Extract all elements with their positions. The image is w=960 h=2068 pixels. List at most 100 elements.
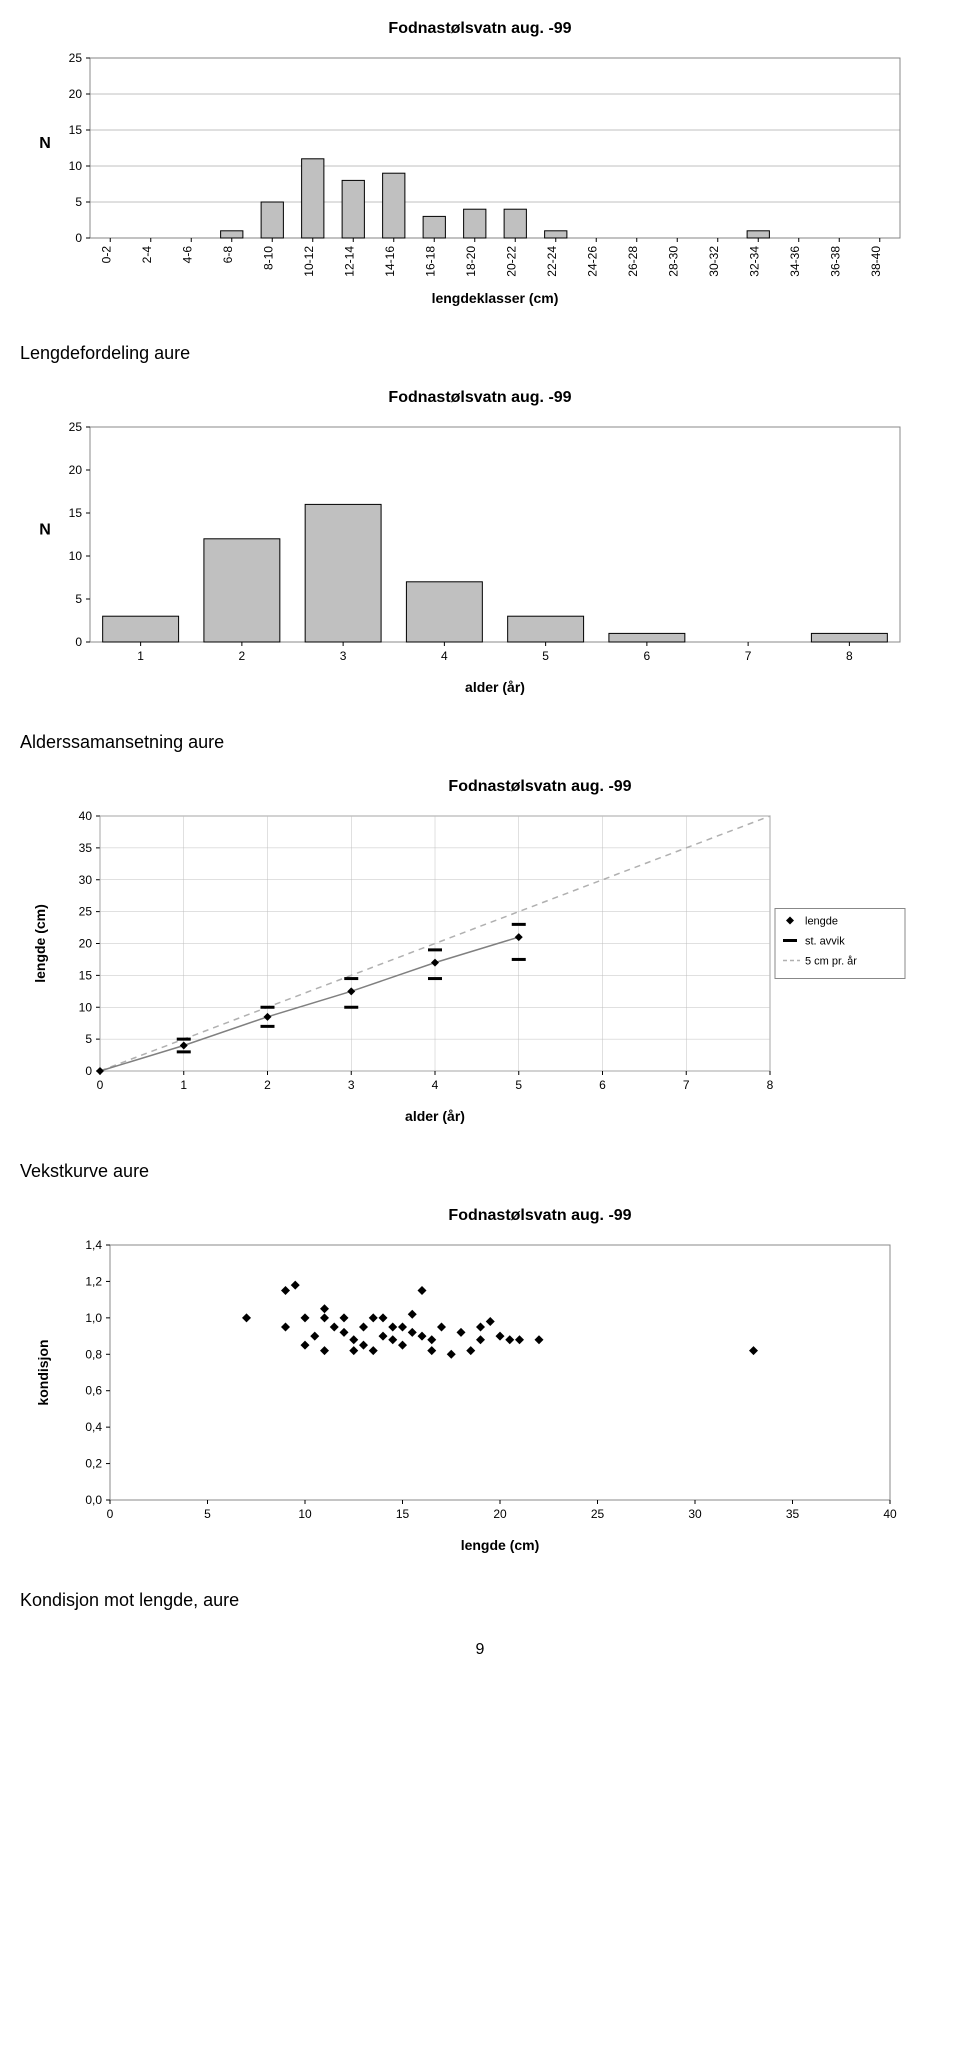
- svg-text:14-16: 14-16: [383, 246, 397, 277]
- svg-text:7: 7: [683, 1078, 690, 1092]
- svg-text:20: 20: [69, 463, 83, 477]
- svg-text:10-12: 10-12: [302, 246, 316, 277]
- svg-text:0,6: 0,6: [85, 1384, 102, 1398]
- svg-text:6-8: 6-8: [221, 246, 235, 264]
- svg-text:0,0: 0,0: [85, 1493, 102, 1507]
- svg-text:5: 5: [85, 1032, 92, 1046]
- svg-text:28-30: 28-30: [666, 246, 680, 277]
- chart2-block: Fodnastølsvatn aug. -99 0510152025N12345…: [20, 389, 940, 702]
- svg-text:alder (år): alder (år): [405, 1108, 465, 1124]
- svg-text:1,2: 1,2: [85, 1274, 102, 1288]
- svg-text:16-18: 16-18: [423, 246, 437, 277]
- chart3-title: Fodnastølsvatn aug. -99: [140, 778, 940, 796]
- svg-text:40: 40: [883, 1507, 897, 1521]
- svg-text:5 cm pr. år: 5 cm pr. år: [805, 956, 857, 968]
- svg-text:1,0: 1,0: [85, 1311, 102, 1325]
- svg-text:35: 35: [786, 1507, 800, 1521]
- svg-text:0-2: 0-2: [99, 246, 113, 264]
- caption1: Lengdefordeling aure: [20, 343, 940, 364]
- svg-text:38-40: 38-40: [869, 246, 883, 277]
- svg-text:20: 20: [69, 87, 83, 101]
- svg-text:0: 0: [75, 635, 82, 649]
- svg-text:2: 2: [264, 1078, 271, 1092]
- svg-text:30-32: 30-32: [707, 246, 721, 277]
- svg-text:24-26: 24-26: [585, 246, 599, 277]
- svg-text:22-24: 22-24: [545, 246, 559, 277]
- svg-text:5: 5: [204, 1507, 211, 1521]
- svg-text:15: 15: [69, 123, 83, 137]
- page-number: 9: [20, 1641, 940, 1659]
- svg-text:4-6: 4-6: [180, 246, 194, 264]
- svg-text:32-34: 32-34: [747, 246, 761, 277]
- svg-text:10: 10: [298, 1507, 312, 1521]
- svg-text:30: 30: [688, 1507, 702, 1521]
- svg-text:0: 0: [107, 1507, 114, 1521]
- svg-text:10: 10: [79, 1000, 93, 1014]
- svg-text:0: 0: [85, 1064, 92, 1078]
- svg-text:25: 25: [79, 905, 93, 919]
- chart1-title: Fodnastølsvatn aug. -99: [20, 20, 940, 38]
- caption4: Kondisjon mot lengde, aure: [20, 1590, 940, 1611]
- svg-text:lengde (cm): lengde (cm): [461, 1537, 540, 1553]
- svg-text:36-38: 36-38: [828, 246, 842, 277]
- caption3: Vekstkurve aure: [20, 1161, 940, 1182]
- svg-text:26-28: 26-28: [626, 246, 640, 277]
- chart3-block: Fodnastølsvatn aug. -99 0510152025303540…: [20, 778, 940, 1131]
- caption2: Alderssamansetning aure: [20, 732, 940, 753]
- svg-text:lengde: lengde: [805, 916, 838, 928]
- svg-text:18-20: 18-20: [464, 246, 478, 277]
- svg-text:10: 10: [69, 159, 83, 173]
- svg-text:alder (år): alder (år): [465, 679, 525, 695]
- svg-text:st. avvik: st. avvik: [805, 936, 845, 948]
- svg-text:10: 10: [69, 549, 83, 563]
- svg-text:8-10: 8-10: [261, 246, 275, 270]
- svg-text:0: 0: [97, 1078, 104, 1092]
- svg-text:35: 35: [79, 841, 93, 855]
- chart3-svg: 0510152025303540012345678lengde (cm)alde…: [20, 806, 920, 1126]
- svg-text:N: N: [39, 522, 51, 539]
- svg-text:12-14: 12-14: [342, 246, 356, 277]
- chart4-block: Fodnastølsvatn aug. -99 0,00,20,40,60,81…: [20, 1207, 940, 1560]
- svg-text:5: 5: [75, 592, 82, 606]
- svg-text:30: 30: [79, 873, 93, 887]
- svg-text:25: 25: [591, 1507, 605, 1521]
- svg-text:20: 20: [79, 937, 93, 951]
- svg-text:8: 8: [846, 649, 853, 663]
- svg-text:3: 3: [348, 1078, 355, 1092]
- svg-text:lengde (cm): lengde (cm): [32, 904, 48, 983]
- svg-text:1: 1: [180, 1078, 187, 1092]
- svg-text:5: 5: [515, 1078, 522, 1092]
- svg-text:4: 4: [441, 649, 448, 663]
- chart2-title: Fodnastølsvatn aug. -99: [20, 389, 940, 407]
- svg-text:34-36: 34-36: [788, 246, 802, 277]
- chart1-block: Fodnastølsvatn aug. -99 0 5 10 15 20 25 N 0-2 2-…: [20, 20, 940, 313]
- svg-text:0: 0: [75, 231, 82, 245]
- svg-text:kondisjon: kondisjon: [35, 1339, 51, 1405]
- svg-text:1: 1: [137, 649, 144, 663]
- svg-text:0,2: 0,2: [85, 1457, 102, 1471]
- svg-text:8: 8: [767, 1078, 774, 1092]
- svg-text:1,4: 1,4: [85, 1238, 102, 1252]
- svg-text:5: 5: [542, 649, 549, 663]
- svg-text:lengdeklasser (cm): lengdeklasser (cm): [432, 290, 559, 306]
- chart4-title: Fodnastølsvatn aug. -99: [140, 1207, 940, 1225]
- svg-text:20-22: 20-22: [504, 246, 518, 277]
- svg-text:2-4: 2-4: [140, 246, 154, 264]
- chart1-svg: 0 5 10 15 20 25 N 0-2 2-4 4-6 6-8 8-10 10-12 12-14 14-…: [20, 48, 920, 308]
- svg-text:15: 15: [396, 1507, 410, 1521]
- svg-text:2: 2: [239, 649, 246, 663]
- chart2-svg: 0510152025N12345678alder (år): [20, 417, 920, 697]
- svg-text:6: 6: [644, 649, 651, 663]
- svg-text:40: 40: [79, 809, 93, 823]
- svg-text:3: 3: [340, 649, 347, 663]
- svg-text:4: 4: [432, 1078, 439, 1092]
- svg-text:5: 5: [75, 195, 82, 209]
- svg-text:25: 25: [69, 51, 83, 65]
- svg-text:7: 7: [745, 649, 752, 663]
- svg-text:0,8: 0,8: [85, 1347, 102, 1361]
- chart4-svg: 0,00,20,40,60,81,01,21,40510152025303540…: [20, 1235, 920, 1555]
- svg-text:20: 20: [493, 1507, 507, 1521]
- svg-text:N: N: [39, 135, 51, 152]
- svg-text:25: 25: [69, 420, 83, 434]
- svg-text:15: 15: [79, 968, 93, 982]
